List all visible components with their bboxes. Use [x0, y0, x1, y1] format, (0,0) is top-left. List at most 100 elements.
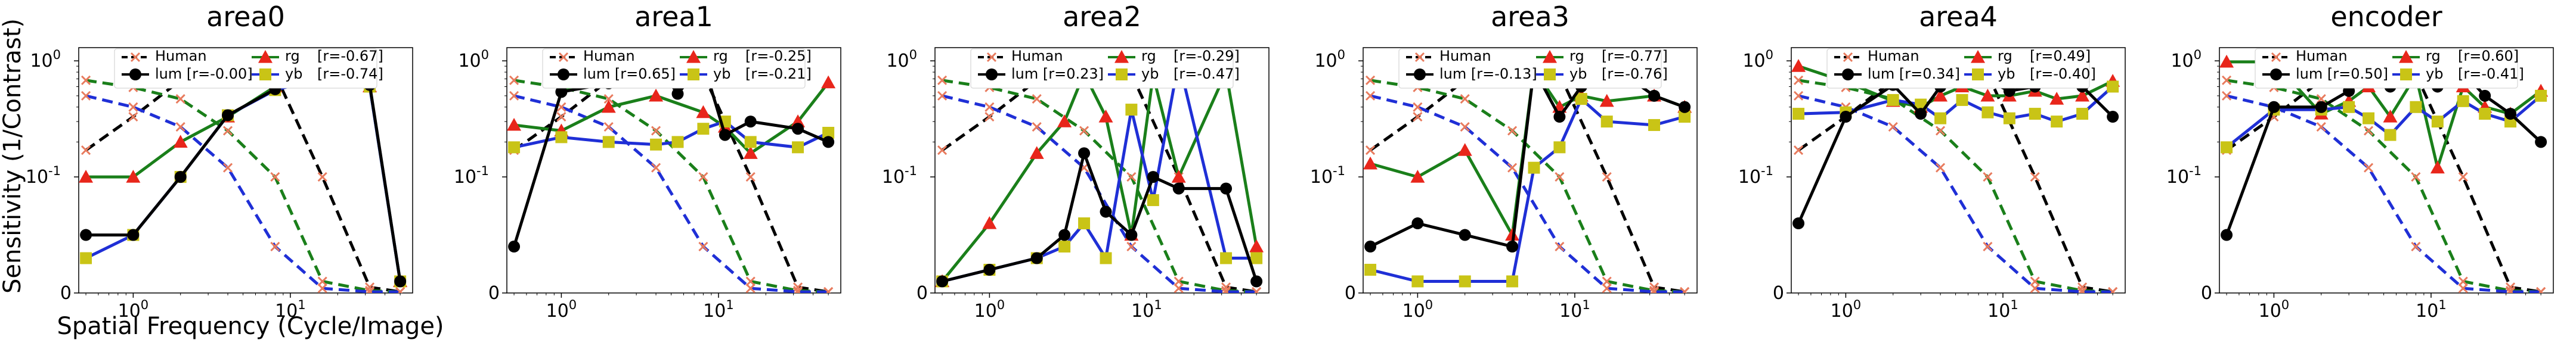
panel-title: area3 [1491, 1, 1569, 33]
legend-box [542, 48, 806, 89]
series-layer [1363, 55, 1692, 293]
lum-point [1172, 182, 1185, 195]
yb-point [1553, 141, 1566, 154]
panel-area4: area4 0 10-1 100 100 101 Human lum [r=0.34] rg [r… [1738, 1, 2126, 322]
lum-point [1648, 89, 1661, 102]
human-point [2030, 276, 2040, 286]
lum-point [744, 116, 757, 128]
human-point [2458, 172, 2468, 182]
legend-yb-marker [1972, 68, 1984, 80]
lum-point [2268, 101, 2280, 113]
lum-point [1250, 275, 1263, 288]
human-point [1221, 286, 1231, 293]
y-tick-label: 10-1 [454, 164, 489, 188]
lum-point [2221, 229, 2233, 241]
yb-point [508, 141, 521, 154]
rg-point [1599, 93, 1614, 107]
human-point [128, 102, 138, 112]
legend-human-label: Human [1868, 48, 1919, 64]
y-tick-label: 10-1 [26, 164, 61, 188]
y-tick-label: 100 [2171, 48, 2202, 71]
lum-point [2315, 101, 2327, 113]
rg-point [1363, 156, 1378, 170]
yb-point [1250, 252, 1263, 264]
x-tick-label: 100 [546, 298, 577, 322]
yb-point [1575, 93, 1587, 105]
human-point [1649, 286, 1659, 293]
yb-point [2003, 112, 2015, 124]
rg-point [1791, 59, 1806, 72]
human-point [1079, 126, 1089, 136]
lum-point [2479, 89, 2491, 102]
human-point [1174, 283, 1184, 293]
legend-rg-marker [2399, 50, 2413, 63]
x-tick-label: 101 [1559, 298, 1590, 322]
human-point [1507, 126, 1518, 136]
rg-point [126, 170, 141, 183]
lum-point [80, 229, 92, 241]
human-point [2221, 91, 2232, 101]
rg-point [2430, 160, 2445, 174]
legend-box [114, 48, 377, 89]
human-point [2363, 163, 2374, 173]
lum-point [1125, 229, 1138, 241]
legend-yb-r: [r=-0.40] [2030, 66, 2096, 82]
human-point [2030, 172, 2040, 182]
series-layer [79, 55, 408, 293]
human-point [1983, 241, 1993, 252]
human-point [364, 286, 375, 293]
legend-yb-r: [r=-0.41] [2458, 66, 2524, 82]
x-tick-label: 100 [974, 298, 1005, 322]
legend-yb-marker [688, 68, 699, 80]
legend: Human lum [r=0.34] rg [r=0.49] yb [r=-0.40] [1826, 48, 2096, 89]
plot-frame [2219, 47, 2554, 294]
human-point [2316, 94, 2326, 104]
lum-point [1364, 241, 1377, 253]
lum-point [1459, 229, 1471, 241]
human-rg-curve [1798, 79, 2113, 293]
yb-point [555, 131, 568, 144]
human-point [1365, 145, 1376, 155]
human-point [509, 91, 519, 101]
human-yb-curve [1370, 94, 1685, 293]
rg-point [1098, 110, 1113, 123]
lum-point [936, 275, 949, 288]
legend-rg-r: [r=-0.77] [1602, 48, 1668, 64]
rg-point [173, 135, 188, 148]
y-tick-label: 10-1 [882, 164, 917, 188]
human-point [1460, 94, 1470, 104]
y-tick-label: 100 [30, 48, 61, 71]
yb-point [650, 138, 662, 151]
series-layer [1791, 57, 2120, 293]
yb-point [1078, 217, 1091, 230]
y-tick-label: 10-1 [2166, 164, 2202, 188]
panel-title: area4 [1919, 1, 1998, 33]
yb-point [80, 252, 92, 264]
yb-point [1648, 119, 1661, 131]
legend: Human lum [r=-0.00] rg [r=-0.67] yb [r=-0.74] [114, 48, 383, 89]
legend-yb-r: [r=-0.47] [1174, 66, 1240, 82]
lum-point [1220, 182, 1233, 195]
plot-frame [506, 47, 841, 294]
rg-point [1505, 227, 1520, 241]
legend-yb-label: yb [2426, 66, 2443, 82]
human-point [1555, 241, 1565, 252]
panel-title: encoder [2330, 1, 2442, 33]
yb-point [1956, 93, 1968, 106]
lum-point [1915, 108, 1927, 120]
y-tick-label: 100 [1742, 48, 1773, 71]
rg-point [507, 117, 522, 131]
human-point [270, 172, 280, 182]
human-point [175, 121, 185, 132]
legend-human-label: Human [2296, 48, 2348, 64]
yb-point [1792, 108, 1805, 120]
panel-area1: area1 0 10-1 100 100 101 Human lum [r=0.65] rg [r… [454, 1, 841, 322]
human-point [1507, 163, 1518, 173]
panel-area3: area3 0 10-1 100 100 101 Human lum [r=-0.13] rg [… [1310, 1, 1698, 322]
yb-point [2384, 129, 2397, 141]
yb-point [1887, 93, 1899, 106]
human-point [1555, 172, 1565, 182]
yb-point [1934, 112, 1947, 124]
human-yb-curve [2226, 94, 2541, 293]
lum-point [1553, 111, 1566, 123]
